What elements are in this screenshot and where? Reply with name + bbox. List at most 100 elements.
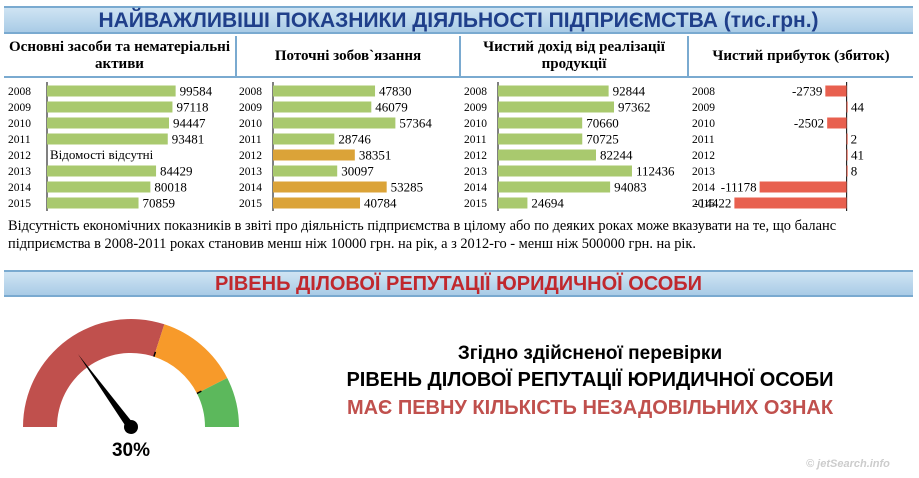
chart-0-value-label: 93481 xyxy=(172,132,205,147)
chart-1-value-label: 46079 xyxy=(375,100,408,115)
chart-2-year-label: 2009 xyxy=(464,102,487,114)
chart-1-bar xyxy=(273,165,338,177)
chart-1-value-label: 57364 xyxy=(399,116,432,131)
chart-0-value-label: 99584 xyxy=(180,84,213,99)
chart-1-bar xyxy=(273,117,396,129)
chart-1-year-label: 2008 xyxy=(239,86,262,98)
chart-0-bar xyxy=(47,101,173,113)
chart-3-year-label: 2014 xyxy=(692,182,715,194)
chart-1-value-label: 53285 xyxy=(391,180,424,195)
verdict-intro: Згідно здійсненої перевірки xyxy=(457,343,723,364)
chart-1-value-label: 38351 xyxy=(359,148,392,163)
reputation-title: РІВЕНЬ ДІЛОВОЇ РЕПУТАЦІЇ ЮРИДИЧНОЇ ОСОБИ xyxy=(214,273,703,295)
column-header-revenue: Чистий дохід від реалізації продукції xyxy=(461,36,689,78)
chart-0-year-label: 2011 xyxy=(8,134,31,146)
chart-0-year-label: 2008 xyxy=(8,86,31,98)
chart-3-bar xyxy=(846,101,848,113)
chart-1-year-label: 2013 xyxy=(239,166,262,178)
chart-3-value-label: 44 xyxy=(851,100,865,115)
chart-2-year-label: 2011 xyxy=(464,134,487,146)
chart-3-bar xyxy=(759,181,847,193)
chart-0-value-label: 97118 xyxy=(176,100,208,115)
chart-2-value-label: 112436 xyxy=(636,164,675,179)
chart-2-bar xyxy=(498,117,583,129)
chart-2-year-label: 2008 xyxy=(464,86,487,98)
chart-2-value-label: 24694 xyxy=(531,196,564,211)
chart-2-value-label: 70660 xyxy=(586,116,619,131)
reputation-banner: РІВЕНЬ ДІЛОВОЇ РЕПУТАЦІЇ ЮРИДИЧНОЇ ОСОБИ xyxy=(4,270,913,297)
gauge-tick xyxy=(153,351,157,357)
chart-3-value-label: -2502 xyxy=(794,116,824,131)
column-header-fixed-assets: Основні засоби та нематеріальні активи xyxy=(4,36,237,78)
chart-0-year-label: 2015 xyxy=(8,198,31,210)
reputation-gauge xyxy=(23,319,239,434)
gauge-zone-0 xyxy=(23,319,165,427)
watermark: © jetSearch.info xyxy=(806,458,890,470)
gauge-tick xyxy=(196,390,202,395)
chart-1-bar xyxy=(273,149,355,161)
chart-2-bar xyxy=(498,165,632,177)
chart-2-year-label: 2014 xyxy=(464,182,487,194)
chart-3-value-label: 41 xyxy=(851,148,864,163)
chart-3-bar xyxy=(846,165,848,177)
chart-0-value-label: 84429 xyxy=(160,164,193,179)
chart-3-value-label: -2739 xyxy=(792,84,822,99)
chart-0-value-label: 94447 xyxy=(173,116,206,131)
indicators-title: НАЙВАЖЛИВІШІ ПОКАЗНИКИ ДІЯЛЬНОСТІ ПІДПРИ… xyxy=(98,9,819,32)
chart-1-bar xyxy=(273,181,387,193)
gauge-needle xyxy=(78,354,135,430)
chart-1-year-label: 2012 xyxy=(239,150,262,162)
chart-3-year-label: 2009 xyxy=(692,102,715,114)
chart-0-bar xyxy=(47,117,169,129)
chart-1-bar xyxy=(273,101,372,113)
chart-1-year-label: 2010 xyxy=(239,118,262,130)
chart-0-year-label: 2013 xyxy=(8,166,31,178)
chart-0-value-label: 80018 xyxy=(154,180,187,195)
chart-2-value-label: 70725 xyxy=(586,132,619,147)
chart-2-value-label: 94083 xyxy=(614,180,647,195)
chart-3-year-label: 2013 xyxy=(692,166,715,178)
column-header-net-profit: Чистий прибуток (збиток) xyxy=(689,36,913,78)
chart-2-year-label: 2013 xyxy=(464,166,487,178)
indicators-banner: НАЙВАЖЛИВІШІ ПОКАЗНИКИ ДІЯЛЬНОСТІ ПІДПРИ… xyxy=(4,6,913,34)
gauge-hub xyxy=(124,420,138,434)
chart-2-year-label: 2012 xyxy=(464,150,487,162)
chart-0-bar xyxy=(47,85,176,97)
chart-1-year-label: 2009 xyxy=(239,102,262,114)
chart-3-bar xyxy=(825,85,847,97)
chart-3-year-label: 2015 xyxy=(692,198,715,210)
indicator-charts: 2008 99584 2009 97118 2010 94447 2011 93481 2012… xyxy=(8,82,865,211)
chart-1-value-label: 47830 xyxy=(379,84,412,99)
chart-2-value-label: 82244 xyxy=(600,148,633,163)
chart-1-value-label: 30097 xyxy=(341,164,374,179)
chart-2-year-label: 2015 xyxy=(464,198,487,210)
chart-3-value-label: -11178 xyxy=(721,180,757,195)
chart-2-value-label: 97362 xyxy=(618,100,651,115)
chart-1-value-label: 28746 xyxy=(338,132,371,147)
chart-0-bar xyxy=(47,165,157,177)
chart-3-value-label: 8 xyxy=(851,164,858,179)
chart-3-bar xyxy=(846,149,848,161)
chart-3-year-label: 2008 xyxy=(692,86,715,98)
chart-0-year-label: 2012 xyxy=(8,150,31,162)
chart-0-bar xyxy=(47,181,151,193)
chart-2-bar xyxy=(498,197,528,209)
chart-2-bar xyxy=(498,149,596,161)
chart-3-value-label: -14422 xyxy=(695,196,732,211)
chart-2-bar xyxy=(498,85,609,97)
chart-0-year-label: 2010 xyxy=(8,118,31,130)
gauge-zone-2 xyxy=(196,377,239,427)
chart-2-bar xyxy=(498,181,611,193)
chart-2-year-label: 2010 xyxy=(464,118,487,130)
chart-3-bar xyxy=(734,197,847,209)
chart-1-bar xyxy=(273,133,335,145)
missing-data-note: Відсутність економічних показників в зві… xyxy=(8,218,837,252)
chart-3-year-label: 2010 xyxy=(692,118,715,130)
verdict-result: МАЄ ПЕВНУ КІЛЬКІСТЬ НЕЗАДОВІЛЬНИХ ОЗНАК xyxy=(346,397,834,419)
chart-3-bar xyxy=(846,133,848,145)
chart-2-bar xyxy=(498,101,615,113)
chart-1-year-label: 2014 xyxy=(239,182,262,194)
verdict-subject: РІВЕНЬ ДІЛОВОЇ РЕПУТАЦІЇ ЮРИДИЧНОЇ ОСОБИ xyxy=(346,369,834,391)
chart-1-value-label: 40784 xyxy=(364,196,397,211)
chart-0-bar xyxy=(47,133,168,145)
